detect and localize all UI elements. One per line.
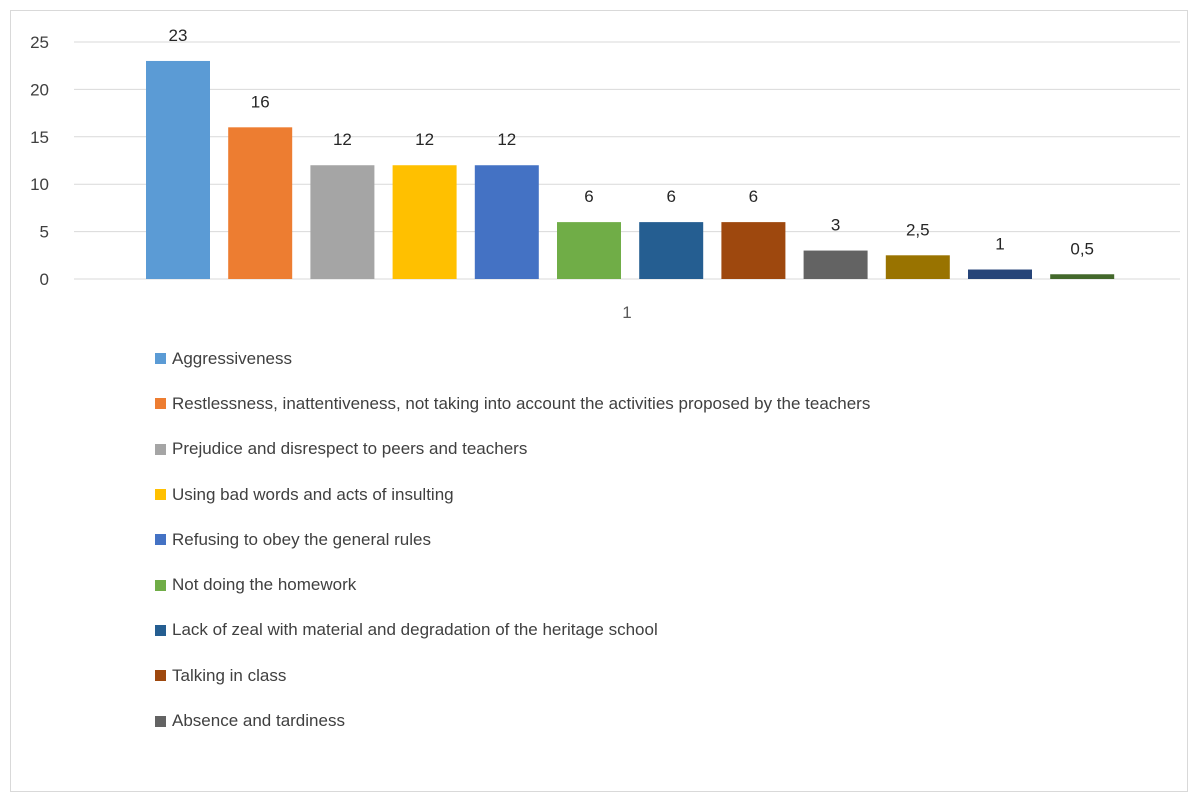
legend-swatch xyxy=(155,715,166,727)
legend-swatch xyxy=(155,624,166,636)
bar xyxy=(968,269,1032,279)
legend-swatch xyxy=(155,579,166,591)
bar xyxy=(803,250,868,279)
y-tick-label: 15 xyxy=(30,128,49,147)
data-label: 12 xyxy=(497,130,516,149)
legend-item: Not doing the homework xyxy=(155,562,870,607)
legend-item: Aggressiveness xyxy=(155,336,870,381)
legend-swatch xyxy=(155,398,166,410)
bar xyxy=(639,222,704,279)
bar xyxy=(146,60,210,280)
legend-item: Absence and tardiness xyxy=(155,698,870,743)
bar xyxy=(1050,274,1115,279)
y-tick-label: 0 xyxy=(40,270,49,289)
data-label: 6 xyxy=(584,187,593,206)
legend-label: Prejudice and disrespect to peers and te… xyxy=(172,439,528,459)
bar xyxy=(885,255,950,279)
bar xyxy=(228,127,293,279)
legend-label: Talking in class xyxy=(172,665,287,685)
legend-swatch xyxy=(155,534,166,546)
x-tick-label: 1 xyxy=(622,303,631,322)
y-tick-label: 20 xyxy=(30,80,49,99)
legend-swatch xyxy=(155,489,166,501)
legend-label: Refusing to obey the general rules xyxy=(172,529,431,549)
y-tick-label: 25 xyxy=(30,33,49,52)
bar xyxy=(557,222,621,279)
legend-item: Prejudice and disrespect to peers and te… xyxy=(155,427,870,472)
legend-label: Using bad words and acts of insulting xyxy=(172,484,454,504)
legend-swatch xyxy=(155,443,166,455)
data-label: 12 xyxy=(333,130,352,149)
bar xyxy=(474,165,539,279)
data-label: 1 xyxy=(995,235,1004,254)
legend-label: Absence and tardiness xyxy=(172,711,345,731)
legend-label: Lack of zeal with material and degradati… xyxy=(172,620,658,640)
data-label: 0,5 xyxy=(1070,239,1094,258)
legend-item: Restlessness, inattentiveness, not takin… xyxy=(155,381,870,426)
legend-label: Restlessness, inattentiveness, not takin… xyxy=(172,393,871,413)
data-label: 6 xyxy=(749,187,758,206)
legend-item: Talking in class xyxy=(155,653,870,698)
y-tick-label: 5 xyxy=(40,223,49,242)
bar xyxy=(721,222,786,279)
data-label: 6 xyxy=(666,187,675,206)
data-label: 3 xyxy=(831,216,840,235)
legend-item: Refusing to obey the general rules xyxy=(155,517,870,562)
bar xyxy=(310,165,375,279)
legend-swatch xyxy=(155,670,166,682)
data-label: 2,5 xyxy=(906,220,930,239)
data-label: 16 xyxy=(251,92,270,111)
legend-swatch xyxy=(155,353,166,365)
bar xyxy=(392,165,457,279)
data-label: 12 xyxy=(415,130,434,149)
legend-label: Not doing the homework xyxy=(172,575,357,595)
legend-label: Aggressiveness xyxy=(172,348,293,368)
legend: Aggressiveness Restlessness, inattentiven… xyxy=(155,336,870,744)
data-label: 23 xyxy=(169,26,188,45)
legend-item: Using bad words and acts of insulting xyxy=(155,472,870,517)
legend-item: Lack of zeal with material and degradati… xyxy=(155,608,870,653)
y-tick-label: 10 xyxy=(30,175,49,194)
